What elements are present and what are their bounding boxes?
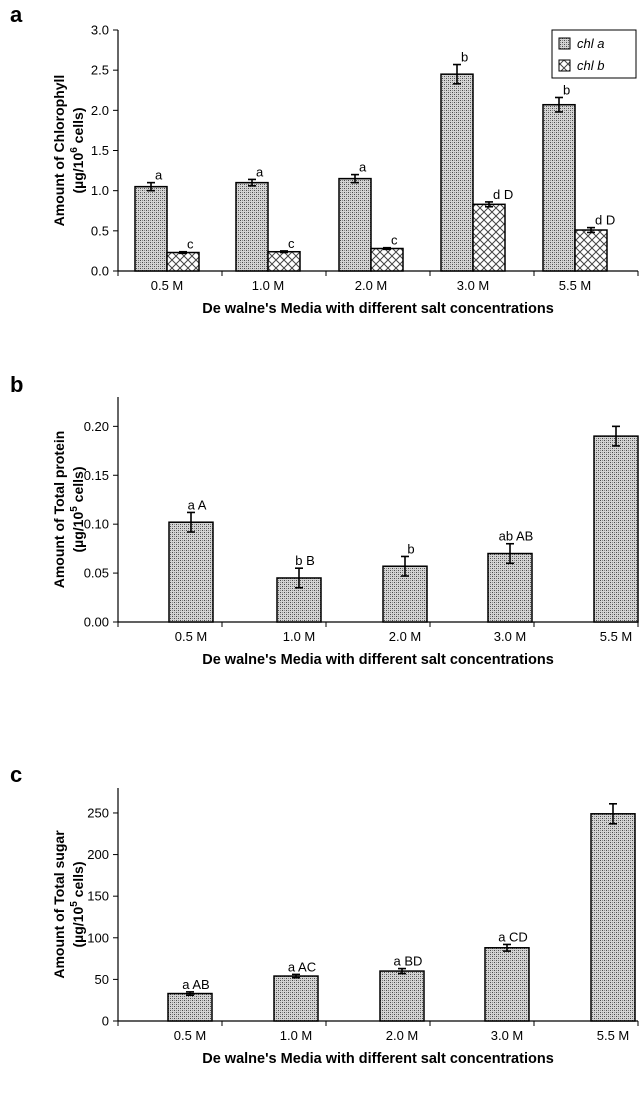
panel-c-y-tick-label: 200 bbox=[87, 847, 109, 862]
panel-b-y-tick-label: 0.00 bbox=[84, 615, 109, 630]
panel-a-bar bbox=[440, 73, 474, 272]
panel-c-y-tick-label: 0 bbox=[102, 1014, 109, 1029]
panel-b-bar bbox=[593, 435, 639, 623]
panel-b-y-axis-unit: (µg/105 cells) bbox=[69, 466, 86, 552]
panel-c-significance-label: a AC bbox=[288, 959, 316, 974]
panel-a-x-tick-label: 3.0 M bbox=[457, 278, 490, 293]
panel-c-y-tick-label: 50 bbox=[95, 972, 109, 987]
panel-a-x-axis-title: De walne's Media with different salt con… bbox=[202, 301, 554, 317]
panel-b-y-tick-label: 0.10 bbox=[84, 517, 109, 532]
panel-a-significance-label: b bbox=[461, 50, 468, 65]
panel-a-y-tick-label: 1.0 bbox=[91, 183, 109, 198]
panel-a-y-tick-label: 0.5 bbox=[91, 223, 109, 238]
panel-a-y-tick-label: 0.0 bbox=[91, 264, 109, 279]
panel-c-letter: c bbox=[10, 762, 22, 787]
panel-c-y-tick-label: 150 bbox=[87, 889, 109, 904]
panel-c-x-tick-label: 2.0 M bbox=[386, 1028, 419, 1043]
panel-a-significance-label: a bbox=[256, 164, 264, 179]
panel-a-significance-label: d D bbox=[493, 187, 513, 202]
panel-a-significance-label: d D bbox=[595, 213, 615, 228]
panel-a-bar bbox=[166, 251, 200, 272]
panel-a-bar bbox=[574, 229, 608, 272]
panel-c-y-axis-unit: (µg/105 cells) bbox=[69, 861, 86, 947]
panel-c-significance-label: a CD bbox=[498, 929, 528, 944]
panel-a-bar bbox=[134, 185, 168, 272]
panel-a-letter: a bbox=[10, 2, 23, 27]
panel-a-legend-label: chl a bbox=[577, 36, 604, 51]
panel-c-significance-label: a BD bbox=[394, 954, 423, 969]
panel-a-legend-swatch bbox=[558, 59, 571, 72]
panel-a-legend-label: chl b bbox=[577, 58, 604, 73]
panel-a-y-tick-label: 2.0 bbox=[91, 103, 109, 118]
panel-a-significance-label: b bbox=[563, 82, 570, 97]
panel-a-y-axis-title: Amount of Chlorophyll bbox=[51, 75, 67, 227]
panel-b-x-axis-title: De walne's Media with different salt con… bbox=[202, 652, 554, 668]
panel-a-significance-label: c bbox=[288, 236, 295, 251]
panel-b-y-tick-label: 0.15 bbox=[84, 468, 109, 483]
panel-a-bar bbox=[370, 247, 404, 272]
panel-c-bar bbox=[484, 947, 530, 1022]
panel-a-legend-swatch bbox=[558, 37, 571, 50]
panel-b-x-tick-label: 5.5 M bbox=[600, 629, 633, 644]
panel-a-y-tick-label: 3.0 bbox=[91, 23, 109, 38]
panel-b-x-tick-label: 3.0 M bbox=[494, 629, 527, 644]
panel-b-y-tick-label: 0.05 bbox=[84, 566, 109, 581]
panel-a-bar bbox=[267, 250, 301, 272]
panel-b-y-axis-title: Amount of Total protein bbox=[51, 431, 67, 589]
panel-c-bar bbox=[273, 975, 319, 1022]
panel-b-bar bbox=[487, 552, 533, 623]
panel-c-significance-label: a AB bbox=[182, 977, 209, 992]
panel-a-significance-label: a bbox=[155, 168, 163, 183]
panel-a-y-axis-unit: (µg/106 cells) bbox=[69, 107, 86, 193]
panel-c-y-axis-title: Amount of Total sugar bbox=[51, 830, 67, 979]
panel-c-x-tick-label: 0.5 M bbox=[174, 1028, 207, 1043]
panel-a-x-tick-label: 2.0 M bbox=[355, 278, 388, 293]
panel-a-x-tick-label: 0.5 M bbox=[151, 278, 184, 293]
panel-c-bar bbox=[167, 992, 213, 1022]
panel-c-bar bbox=[590, 813, 636, 1022]
panel-b-x-tick-label: 2.0 M bbox=[389, 629, 422, 644]
panel-a-bar bbox=[338, 177, 372, 272]
panel-b-letter: b bbox=[10, 372, 23, 397]
panel-a-y-tick-label: 2.5 bbox=[91, 63, 109, 78]
panel-a-bar bbox=[472, 203, 506, 272]
panel-b-significance-label: a A bbox=[188, 497, 207, 512]
panel-c-x-tick-label: 3.0 M bbox=[491, 1028, 524, 1043]
panel-a-significance-label: a bbox=[359, 160, 367, 175]
panel-b-significance-label: ab AB bbox=[499, 529, 534, 544]
panel-b-bar bbox=[168, 521, 214, 623]
panel-c-x-tick-label: 5.5 M bbox=[597, 1028, 630, 1043]
panel-c-bar bbox=[379, 970, 425, 1022]
panel-c-x-axis-title: De walne's Media with different salt con… bbox=[202, 1051, 554, 1067]
panel-a-y-tick-label: 1.5 bbox=[91, 143, 109, 158]
panel-c-y-tick-label: 100 bbox=[87, 930, 109, 945]
panel-a-x-tick-label: 5.5 M bbox=[559, 278, 592, 293]
panel-c-x-tick-label: 1.0 M bbox=[280, 1028, 313, 1043]
panel-c-y-tick-label: 250 bbox=[87, 805, 109, 820]
panel-b-significance-label: b bbox=[407, 541, 414, 556]
panel-a-bar bbox=[235, 181, 269, 272]
panel-a-bar bbox=[542, 103, 576, 272]
panel-b-x-tick-label: 0.5 M bbox=[175, 629, 208, 644]
panel-b-significance-label: b B bbox=[295, 553, 315, 568]
panel-a-x-tick-label: 1.0 M bbox=[252, 278, 285, 293]
panel-b-y-tick-label: 0.20 bbox=[84, 419, 109, 434]
panel-a-significance-label: c bbox=[187, 237, 194, 252]
panel-b-x-tick-label: 1.0 M bbox=[283, 629, 316, 644]
panel-a-significance-label: c bbox=[391, 233, 398, 248]
